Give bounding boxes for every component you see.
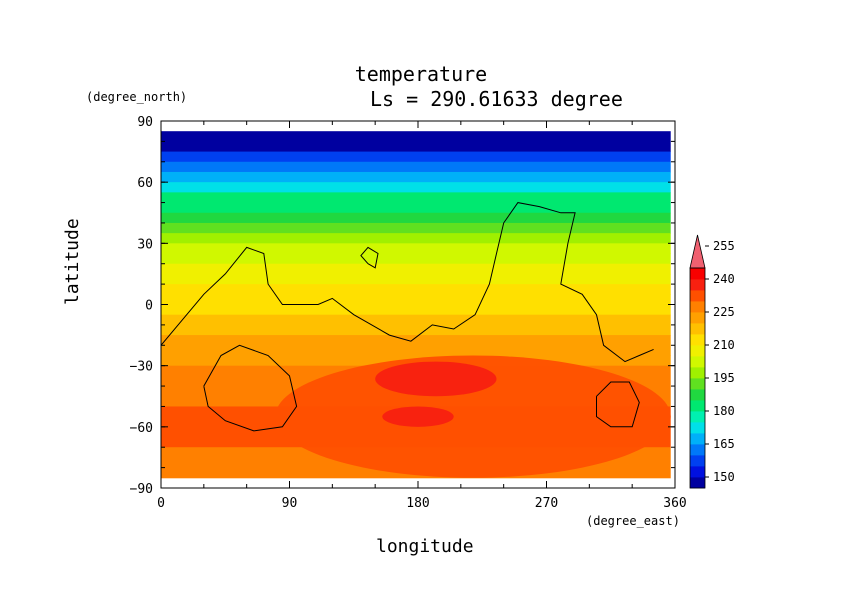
warm-core-1 [375, 361, 497, 397]
colorbar-tick-label: 225 [713, 305, 735, 319]
colorbar-swatch [690, 345, 705, 357]
temperature-band [161, 273, 671, 285]
colorbar-tick-label: 210 [713, 338, 735, 352]
colorbar-swatch [690, 389, 705, 401]
colorbar-swatch [690, 444, 705, 456]
colorbar-swatch [690, 334, 705, 346]
temperature-band [161, 171, 671, 183]
temperature-band [161, 233, 671, 244]
colorbar-swatch [690, 455, 705, 467]
temperature-band [161, 324, 671, 336]
temperature-band [161, 253, 671, 265]
x-tick-label: 90 [282, 496, 298, 511]
temperature-band [161, 284, 671, 295]
colorbar-swatch [690, 411, 705, 423]
chart-subtitle: Ls = 290.61633 degree [370, 87, 623, 111]
y-tick-label: 30 [137, 237, 153, 252]
colorbar-tick-label: 255 [713, 239, 735, 253]
temperature-band [161, 202, 671, 214]
temperature-band [161, 141, 671, 153]
colorbar-swatch [690, 279, 705, 291]
colorbar-swatch [690, 356, 705, 368]
colorbar-extend-arrow [689, 234, 706, 269]
y-tick-label: −90 [130, 482, 153, 497]
chart-title: temperature [354, 62, 488, 86]
temperature-band [161, 294, 671, 305]
y-tick-label: 60 [137, 176, 153, 191]
colorbar-swatch [690, 477, 705, 489]
x-axis-label: longitude [376, 536, 474, 557]
temperature-band [161, 314, 671, 326]
temperature-band [161, 345, 671, 356]
colorbar-tick-label: 240 [713, 272, 735, 286]
colorbar-swatch [690, 433, 705, 445]
temperature-band [161, 212, 671, 224]
colorbar-swatch [690, 422, 705, 434]
colorbar-tick-label: 150 [713, 470, 735, 484]
colorbar-swatch [690, 367, 705, 379]
y-tick-label: −30 [130, 360, 153, 375]
temperature-band [161, 192, 671, 204]
colorbar-swatch [690, 268, 705, 280]
colorbar-swatch [690, 400, 705, 412]
temperature-band [161, 131, 671, 142]
y-tick-label: 90 [137, 115, 153, 130]
colorbar-tick-label: 195 [713, 371, 735, 385]
colorbar-tick-label: 180 [713, 404, 735, 418]
x-tick-label: 360 [663, 496, 686, 511]
colorbar-swatch [690, 312, 705, 324]
temperature-band [161, 182, 671, 193]
y-tick-label: −60 [130, 421, 153, 436]
topography-contour-2 [203, 344, 298, 432]
colorbar-tick-label: 165 [713, 437, 735, 451]
warm-core-0 [275, 355, 671, 478]
temperature-band [161, 335, 671, 346]
temperature-band [161, 161, 671, 173]
topography-contour-1 [360, 246, 379, 269]
x-tick-label: 180 [406, 496, 429, 511]
x-tick-label: 270 [535, 496, 558, 511]
temperature-band [161, 151, 671, 163]
colorbar-swatch [690, 378, 705, 390]
colorbar-swatch [690, 290, 705, 302]
temperature-band [161, 222, 671, 234]
temperature-band [161, 304, 671, 316]
x-axis-unit: (degree_east) [586, 514, 680, 528]
x-tick-label: 0 [157, 496, 165, 511]
y-axis-unit: (degree_north) [86, 90, 188, 104]
colorbar-swatch [690, 323, 705, 335]
temperature-band [161, 263, 671, 275]
topography-contour-0 [160, 202, 654, 363]
colorbar-swatch [690, 466, 705, 478]
topography-contour-3 [596, 381, 640, 428]
colorbar-swatch [690, 301, 705, 313]
temperature-band [161, 243, 671, 255]
y-tick-label: 0 [145, 299, 153, 314]
warm-core-2 [382, 406, 454, 427]
